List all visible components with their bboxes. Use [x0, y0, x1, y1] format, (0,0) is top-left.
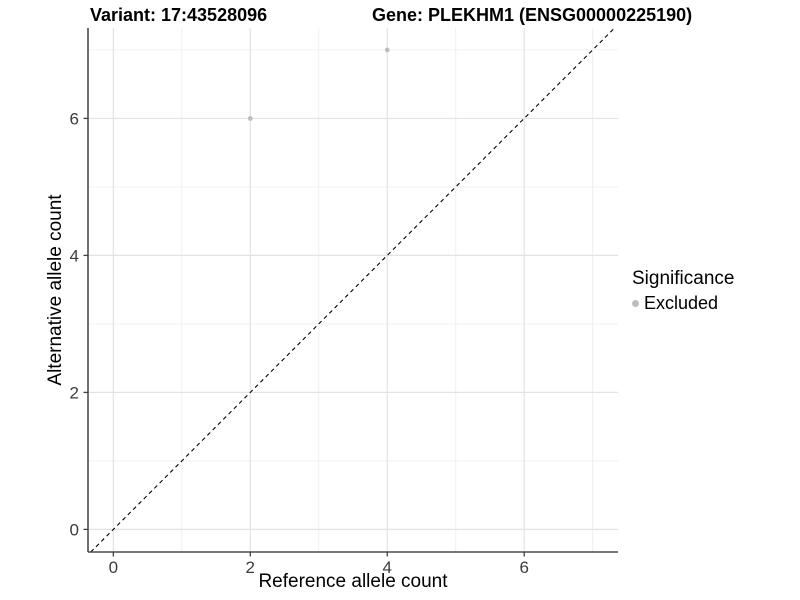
legend-item-label: Excluded	[644, 293, 719, 313]
legend-item: Excluded	[632, 293, 734, 314]
x-tick-label: 2	[246, 558, 255, 577]
legend: Significance Excluded	[632, 268, 734, 314]
y-tick-label: 4	[70, 246, 79, 265]
x-axis-label: Reference allele count	[258, 571, 448, 592]
y-axis-label: Alternative allele count	[45, 194, 66, 386]
y-tick-label: 0	[70, 520, 79, 539]
x-tick-label: 4	[383, 558, 392, 577]
x-tick-label: 6	[519, 558, 528, 577]
variant-title: Variant: 17:43528096	[90, 5, 268, 25]
data-point	[247, 116, 253, 121]
x-tick-label: 0	[109, 558, 118, 577]
legend-title: Significance	[632, 268, 735, 289]
gene-title: Gene: PLEKHM1 (ENSG00000225190)	[372, 5, 693, 25]
data-point	[384, 47, 390, 53]
legend-key-dot	[632, 300, 639, 307]
identity-line	[90, 27, 615, 553]
y-tick-label: 2	[70, 383, 79, 402]
y-tick-label: 6	[70, 109, 79, 128]
